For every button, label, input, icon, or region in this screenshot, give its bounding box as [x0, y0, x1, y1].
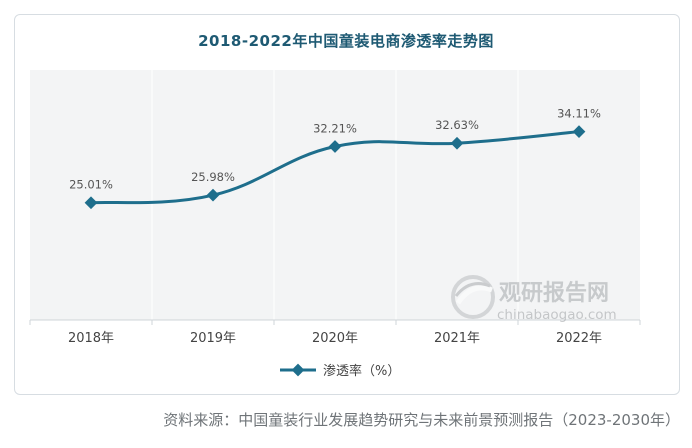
legend-marker-icon	[291, 363, 305, 377]
legend-label: 渗透率（%）	[323, 363, 400, 379]
data-label: 32.21%	[313, 121, 357, 135]
source-note: 资料来源：中国童装行业发展趋势研究与未来前景预测报告（2023-2030年）	[163, 411, 680, 429]
x-tick-label: 2020年	[312, 331, 358, 346]
watermark-url: chinabaogao.com	[497, 307, 617, 323]
data-label: 32.63%	[435, 118, 479, 132]
data-label: 34.11%	[557, 107, 601, 121]
x-tick-label: 2022年	[556, 331, 602, 346]
watermark-brand: 观研报告网	[499, 281, 609, 306]
x-tick-label: 2018年	[68, 331, 114, 346]
gridlines	[151, 70, 519, 320]
data-point	[84, 196, 98, 210]
watermark-logo-icon	[451, 275, 495, 319]
data-point	[328, 140, 342, 153]
data-point	[450, 136, 464, 150]
data-labels: 25.01% 25.98% 32.21% 32.63% 34.11%	[69, 107, 601, 192]
data-label: 25.01%	[69, 178, 113, 192]
x-tick-label: 2019年	[190, 331, 236, 346]
watermark: 观研报告网 chinabaogao.com	[451, 275, 617, 323]
x-tick-label: 2021年	[434, 331, 480, 346]
plot-background	[30, 70, 640, 320]
data-label: 25.98%	[191, 170, 235, 184]
x-axis-ticks	[29, 320, 641, 325]
chart-title: 2018-2022年中国童装电商渗透率走势图	[198, 32, 494, 50]
x-axis-labels: 2018年 2019年 2020年 2021年 2022年	[68, 331, 602, 346]
legend: 渗透率（%）	[280, 363, 400, 379]
data-point	[206, 188, 220, 202]
